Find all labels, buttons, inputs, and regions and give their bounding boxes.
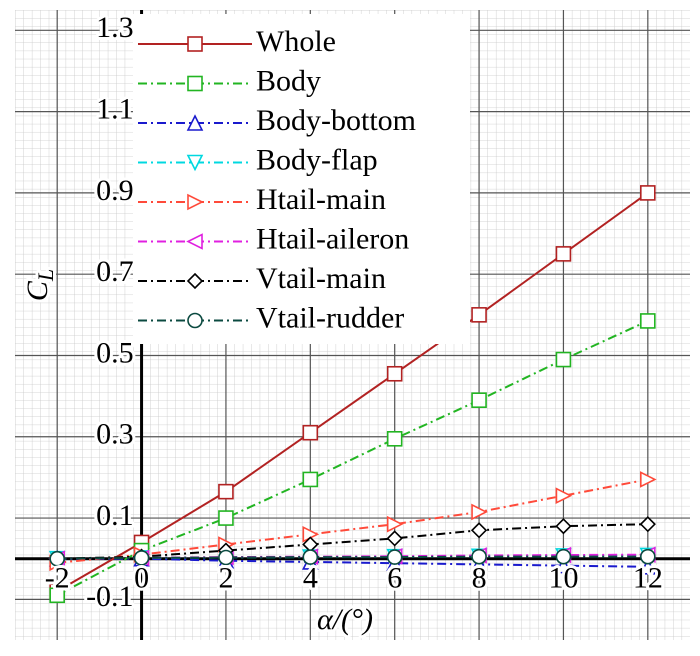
series-line	[56, 320, 649, 597]
marker	[218, 510, 234, 526]
marker	[555, 518, 572, 535]
marker	[640, 548, 656, 565]
marker	[471, 503, 488, 521]
x-axis-label: α/(°)	[317, 603, 373, 636]
marker	[187, 36, 203, 52]
y-axis-label: CL	[21, 269, 58, 301]
y-tick-label: 1.1	[96, 93, 134, 126]
legend-box	[133, 14, 470, 344]
marker	[302, 471, 319, 488]
legend: Whole Body Body-bottom Body-flap Htail-main H…	[133, 14, 470, 344]
y-axis-label-sub: L	[33, 269, 58, 282]
labels: α/(°) CL -0.1 0.1 0.3 0.5 0.7 0.9 1.1 1.3 -2 0 2 4 6…	[18, 8, 666, 639]
legend-label: Htail-main	[256, 183, 386, 216]
marker	[555, 246, 572, 262]
marker	[186, 114, 204, 131]
y-tick-label: -0.1	[86, 580, 134, 613]
marker	[386, 515, 404, 533]
legend-label: Body-bottom	[256, 104, 416, 137]
marker	[218, 483, 234, 500]
x-tick-label: 12	[633, 562, 663, 595]
marker	[640, 471, 657, 488]
marker	[386, 431, 403, 447]
marker	[187, 75, 203, 92]
marker	[555, 556, 572, 574]
marker	[639, 558, 657, 575]
y-tick-label: 1.3	[96, 11, 134, 44]
marker	[302, 424, 319, 441]
marker	[386, 530, 403, 547]
legend-label: Htail-aileron	[256, 222, 409, 255]
marker	[471, 392, 487, 408]
y-tick-label: 0.7	[96, 255, 134, 288]
marker	[471, 307, 487, 323]
marker	[302, 549, 319, 565]
marker	[639, 516, 656, 533]
x-tick-label: 0	[134, 562, 149, 595]
series-line	[56, 192, 649, 593]
y-tick-label: 0.9	[96, 174, 134, 207]
legend-label: Body	[256, 64, 321, 97]
x-tick-label: 8	[472, 562, 487, 595]
marker	[386, 365, 403, 382]
marker	[640, 313, 656, 329]
marker	[187, 312, 203, 329]
legend-label: Vtail-main	[256, 262, 386, 295]
series-line	[57, 523, 648, 560]
plot	[48, 185, 657, 604]
marker	[187, 193, 204, 211]
marker	[386, 549, 403, 565]
marker	[218, 549, 234, 566]
y-tick-label: 0.5	[96, 336, 134, 369]
marker	[555, 351, 572, 368]
x-tick-label: 4	[303, 562, 318, 595]
marker	[186, 233, 203, 250]
marker	[555, 548, 572, 565]
marker	[186, 154, 204, 172]
x-tick-label: 6	[387, 562, 402, 595]
marker	[640, 185, 656, 201]
marker	[470, 522, 488, 539]
y-tick-label: 0.3	[96, 418, 134, 451]
marker	[49, 587, 65, 604]
series-line	[57, 478, 649, 564]
x-tick-label: -2	[45, 562, 70, 595]
y-axis-label-main: C	[21, 280, 54, 301]
marker	[555, 487, 573, 505]
legend-label: Vtail-rudder	[256, 301, 404, 334]
marker	[471, 548, 487, 565]
marker	[186, 272, 204, 290]
series-line	[57, 557, 648, 568]
x-tick-label: 10	[548, 562, 578, 595]
legend-label: Whole	[256, 25, 336, 58]
marker	[133, 550, 150, 566]
marker	[49, 550, 65, 567]
y-tick-label: 0.1	[96, 499, 134, 532]
series-line	[57, 555, 648, 560]
legend-label: Body-flap	[256, 143, 378, 176]
x-tick-label: 2	[218, 562, 233, 595]
